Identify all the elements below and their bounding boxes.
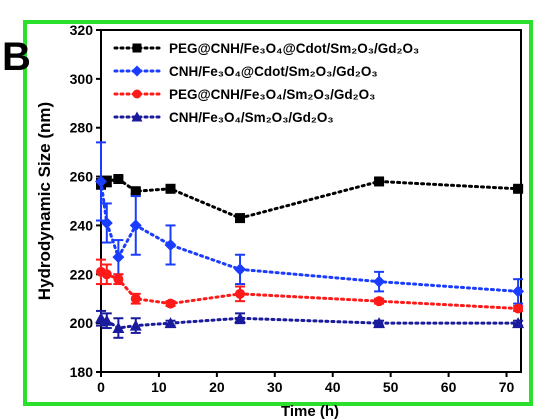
marker: [129, 219, 142, 232]
x-tick-label: 70: [499, 379, 515, 395]
marker: [512, 285, 525, 298]
marker: [235, 288, 246, 299]
y-tick-label: 260: [70, 169, 94, 185]
x-tick-label: 0: [97, 379, 105, 395]
marker: [374, 176, 385, 187]
legend-marker: [131, 65, 143, 77]
x-tick-label: 60: [441, 379, 457, 395]
marker: [129, 319, 142, 331]
marker: [130, 293, 141, 304]
y-tick-label: 320: [70, 22, 94, 38]
marker: [112, 322, 125, 334]
legend-marker: [131, 111, 143, 122]
marker: [113, 174, 124, 185]
y-axis-label: Hydrodynamic Size (nm): [35, 102, 54, 300]
legend-marker: [132, 43, 142, 53]
panel-label: B: [2, 35, 31, 79]
marker: [164, 238, 177, 251]
frame-border: [23, 20, 533, 406]
marker: [100, 314, 113, 326]
legend-label: PEG@CNH/Fe₃O₄/Sm₂O₃/Gd₂O₃: [169, 87, 375, 102]
marker: [164, 317, 177, 329]
marker: [130, 186, 141, 197]
legend-label: CNH/Fe₃O₄@Cdot/Sm₂O₃/Gd₂O₃: [169, 64, 378, 79]
marker: [513, 303, 524, 314]
y-tick-label: 240: [70, 217, 94, 233]
marker: [165, 183, 176, 194]
legend-label: CNH/Fe₃O₄/Sm₂O₃/Gd₂O₃: [169, 110, 334, 125]
marker: [113, 274, 124, 285]
marker: [512, 317, 525, 329]
marker: [513, 183, 524, 194]
y-tick-label: 180: [70, 364, 94, 380]
x-tick-label: 40: [325, 379, 341, 395]
x-tick-label: 30: [267, 379, 283, 395]
x-tick-label: 50: [383, 379, 399, 395]
marker: [95, 175, 107, 188]
x-axis-label: Time (h): [281, 403, 339, 420]
marker: [100, 216, 113, 229]
series-line: [99, 179, 520, 293]
marker: [373, 317, 386, 329]
y-tick-label: 220: [70, 266, 94, 282]
series-line: [99, 316, 520, 330]
marker: [101, 269, 112, 280]
y-tick-label: 280: [70, 120, 94, 136]
legend-marker: [132, 89, 142, 99]
y-tick-label: 200: [70, 315, 94, 331]
marker: [112, 251, 125, 264]
marker: [165, 298, 176, 309]
y-tick-label: 300: [70, 71, 94, 87]
marker: [373, 275, 386, 288]
x-tick-label: 10: [151, 379, 167, 395]
marker: [374, 296, 385, 307]
marker: [234, 263, 247, 276]
series-line: [99, 270, 520, 310]
series-line: [99, 177, 520, 220]
marker: [235, 213, 246, 224]
x-tick-label: 20: [209, 379, 225, 395]
legend-label: PEG@CNH/Fe₃O₄@Cdot/Sm₂O₃/Gd₂O₃: [169, 41, 419, 56]
marker: [234, 312, 247, 324]
